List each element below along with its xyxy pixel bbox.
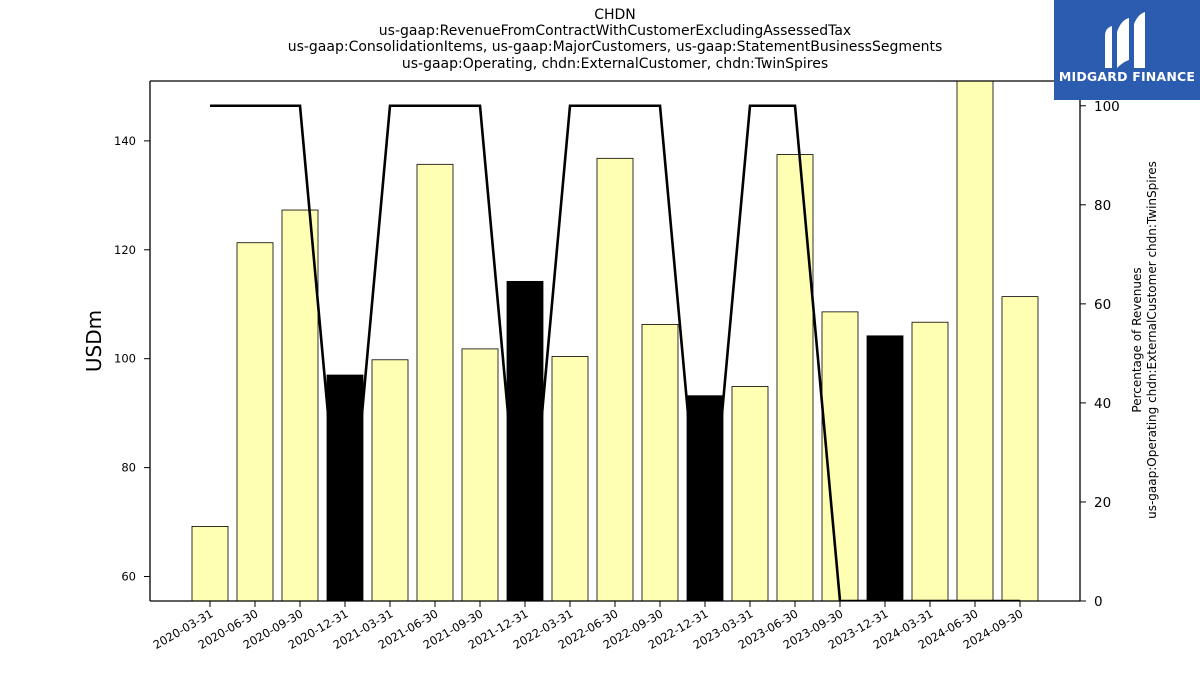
y-right-tick-label: 100 <box>1094 99 1120 115</box>
series-line <box>210 104 1020 601</box>
y-tick-label: 100 <box>114 352 136 366</box>
y-right-tick-label: 80 <box>1094 198 1111 214</box>
bar <box>236 242 274 602</box>
midgard-logo-icon <box>1105 12 1145 68</box>
y-tick-label: 140 <box>114 134 136 148</box>
bar <box>641 323 679 602</box>
chart-title-concept: us-gaap:RevenueFromContractWithCustomerE… <box>378 23 852 39</box>
bar <box>371 359 409 602</box>
y-right-tick-label: 60 <box>1094 297 1111 313</box>
y-axis-label: USDm <box>82 310 106 372</box>
bar <box>461 348 499 602</box>
y-tick-label: 80 <box>121 461 136 475</box>
bar <box>776 154 814 602</box>
y-right-axis-label-line2: us-gaap:Operating chdn:ExternalCustomer … <box>1145 161 1159 519</box>
bar <box>551 356 589 602</box>
y-right-tick-label: 40 <box>1094 396 1111 412</box>
bar <box>1001 296 1039 602</box>
y-right-tick-label: 20 <box>1094 495 1111 511</box>
bar <box>506 280 544 602</box>
bar <box>596 157 634 602</box>
bar <box>911 321 949 602</box>
y-right-axis-label-line1: Percentage of Revenues <box>1130 267 1144 412</box>
midgard-finance-logo: MIDGARD FINANCE <box>1054 0 1200 100</box>
y-tick-label: 60 <box>121 569 136 583</box>
bar <box>416 163 454 602</box>
chart-title-members: us-gaap:Operating, chdn:ExternalCustomer… <box>401 56 829 72</box>
logo-text: MIDGARD FINANCE <box>1058 69 1196 84</box>
bar <box>281 209 319 602</box>
bar <box>326 374 364 602</box>
chart-title-ticker: CHDN <box>594 7 636 23</box>
bar <box>191 526 229 602</box>
bar <box>731 386 769 602</box>
y-tick-label: 120 <box>114 243 136 257</box>
bar <box>866 335 904 602</box>
y-right-tick-label: 0 <box>1094 594 1103 610</box>
bar <box>956 80 994 602</box>
chart-title-axes: us-gaap:ConsolidationItems, us-gaap:Majo… <box>287 39 943 55</box>
bar <box>686 395 724 602</box>
